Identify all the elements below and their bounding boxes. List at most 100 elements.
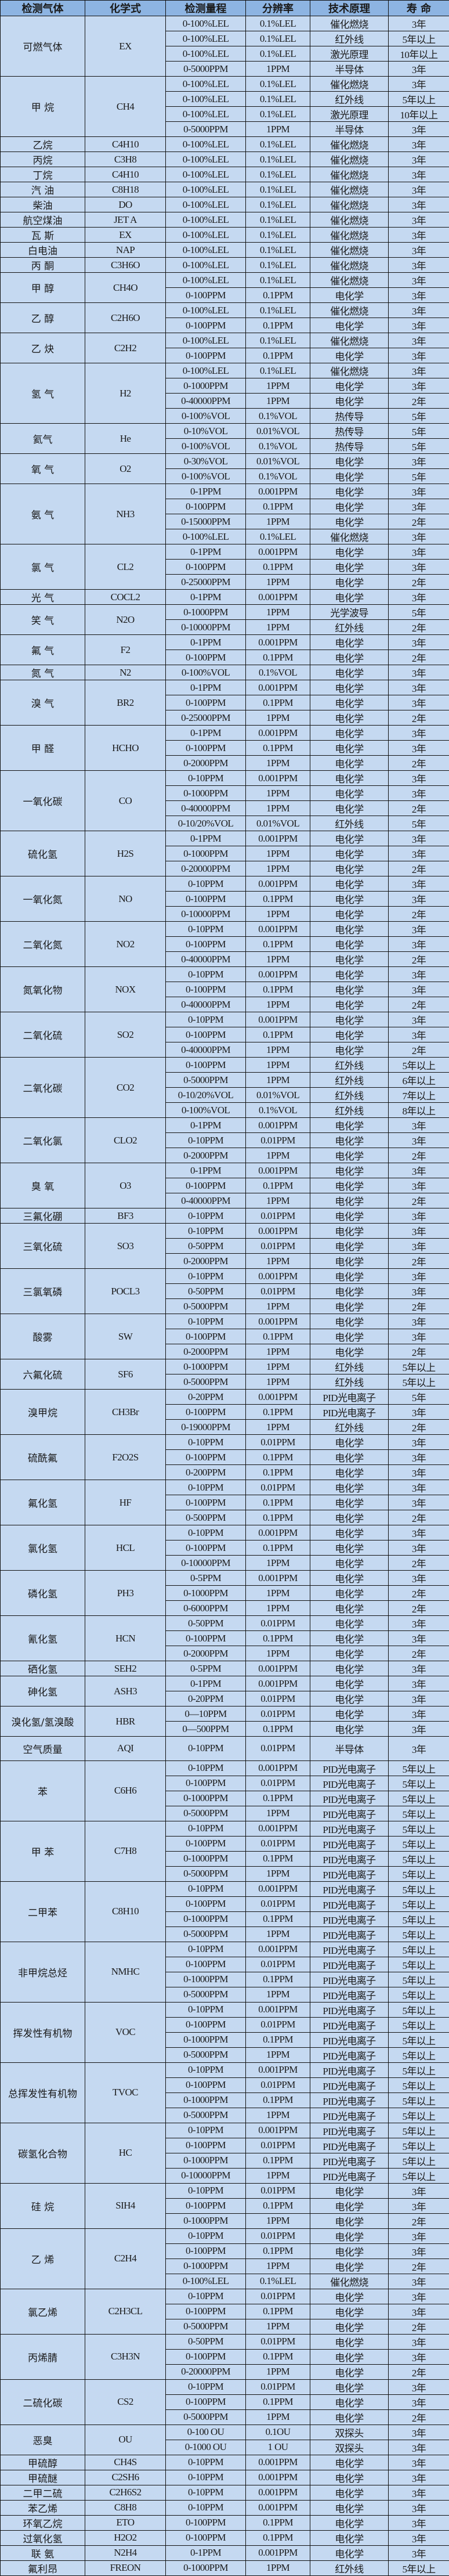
lifespan-cell: 5年以上: [389, 1760, 449, 1776]
technology-cell: 催化燃烧: [310, 273, 389, 288]
range-cell: 0-10PPM: [166, 1480, 246, 1495]
range-cell: 0-5000PPM: [166, 2319, 246, 2334]
resolution-cell: 0.001PPM: [246, 726, 310, 741]
lifespan-cell: 3年: [389, 1284, 449, 1299]
technology-cell: 电化学: [310, 2545, 389, 2560]
resolution-cell: 1PPM: [246, 605, 310, 620]
lifespan-cell: 3年: [389, 318, 449, 333]
lifespan-cell: 3年: [389, 1706, 449, 1722]
technology-cell: 电化学: [310, 922, 389, 937]
lifespan-cell: 2年: [389, 907, 449, 922]
technology-cell: PID光电离子: [310, 2123, 389, 2138]
range-cell: 0-5000PPM: [166, 2047, 246, 2062]
range-cell: 0-40000PPM: [166, 1042, 246, 1058]
range-cell: 0-19000PPM: [166, 1420, 246, 1435]
resolution-cell: 0.01%VOL: [246, 816, 310, 831]
range-cell: 0-40000PPM: [166, 801, 246, 816]
resolution-cell: 0.01%VOL: [246, 1088, 310, 1103]
resolution-cell: 0.1PPM: [246, 1851, 310, 1866]
formula-cell: ASH3: [85, 1676, 166, 1706]
lifespan-cell: 3年: [389, 258, 449, 273]
resolution-cell: 0.001PPM: [246, 1224, 310, 1239]
technology-cell: 电化学: [310, 952, 389, 967]
technology-cell: 电化学: [310, 2334, 389, 2349]
lifespan-cell: 3年: [389, 937, 449, 952]
lifespan-cell: 5年以上: [389, 1776, 449, 1791]
resolution-cell: 1PPM: [246, 1987, 310, 2002]
range-cell: 0-1000PPM: [166, 786, 246, 801]
formula-cell: SO3: [85, 1224, 166, 1269]
technology-cell: 催化燃烧: [310, 152, 389, 167]
resolution-cell: 0.1PPM: [246, 348, 310, 363]
gas-name-cell: 氯 气: [1, 544, 85, 590]
lifespan-cell: 3年: [389, 726, 449, 741]
technology-cell: PID光电离子: [310, 2077, 389, 2092]
range-cell: 0-10PPM: [166, 2002, 246, 2017]
technology-cell: 电化学: [310, 680, 389, 695]
gas-name-cell: 溴 气: [1, 680, 85, 726]
lifespan-cell: 5年以上: [389, 2062, 449, 2077]
resolution-cell: 1PPM: [246, 1299, 310, 1314]
technology-cell: 红外线: [310, 816, 389, 831]
range-cell: 0-10PPM: [166, 2485, 246, 2500]
gas-name-cell: 汽 油: [1, 182, 85, 197]
header-formula: 化学式: [85, 1, 166, 16]
resolution-cell: 0.01PPM: [246, 2334, 310, 2349]
formula-cell: EX: [85, 228, 166, 243]
technology-cell: PID光电离子: [310, 2138, 389, 2153]
lifespan-cell: 3年: [389, 2440, 449, 2455]
resolution-cell: 1PPM: [246, 2258, 310, 2274]
range-cell: 0-1PPM: [166, 1163, 246, 1178]
resolution-cell: 0.1PPM: [246, 1329, 310, 1344]
lifespan-cell: 3年: [389, 363, 449, 378]
technology-cell: PID光电离子: [310, 1390, 389, 1405]
range-cell: 0-1000PPM: [166, 1359, 246, 1374]
lifespan-cell: 3年: [389, 665, 449, 680]
lifespan-cell: 2年: [389, 1299, 449, 1314]
lifespan-cell: 3年: [389, 1027, 449, 1042]
resolution-cell: 0.1%LEL: [246, 333, 310, 348]
technology-cell: 电化学: [310, 1224, 389, 1239]
range-cell: 0-100%LEL: [166, 92, 246, 107]
formula-cell: ETO: [85, 2515, 166, 2530]
range-cell: 0-100%VOL: [166, 665, 246, 680]
lifespan-cell: 3年: [389, 1631, 449, 1646]
resolution-cell: 0.1%VOL: [246, 409, 310, 424]
formula-cell: C2SH6: [85, 2470, 166, 2485]
resolution-cell: 0.1%LEL: [246, 31, 310, 46]
range-cell: 0-100PPM: [166, 2243, 246, 2258]
resolution-cell: 0.1PPM: [246, 1027, 310, 1042]
technology-cell: PID光电离子: [310, 1987, 389, 2002]
resolution-cell: 1PPM: [246, 1193, 310, 1208]
lifespan-cell: 3年: [389, 967, 449, 982]
range-cell: 0-100%VOL: [166, 439, 246, 454]
range-cell: 0-1000PPM: [166, 2092, 246, 2108]
range-cell: 0-100%LEL: [166, 16, 246, 31]
lifespan-cell: 2年: [389, 2319, 449, 2334]
range-cell: 0-100PPM: [166, 1058, 246, 1073]
range-cell: 0-50PPM: [166, 1616, 246, 1631]
range-cell: 0-100PPM: [166, 288, 246, 303]
lifespan-cell: 3年: [389, 2470, 449, 2485]
lifespan-cell: 2年: [389, 1586, 449, 1601]
lifespan-cell: 5年: [389, 816, 449, 831]
resolution-cell: 0.001PPM: [246, 635, 310, 650]
gas-name-cell: 空气质量: [1, 1737, 85, 1761]
technology-cell: PID光电离子: [310, 2047, 389, 2062]
lifespan-cell: 2年: [389, 1254, 449, 1269]
technology-cell: 热传导: [310, 424, 389, 439]
range-cell: 0-10PPM: [166, 2500, 246, 2515]
lifespan-cell: 5年: [389, 424, 449, 439]
technology-cell: 电化学: [310, 1646, 389, 1661]
resolution-cell: 0.001PPM: [246, 2123, 310, 2138]
range-cell: 0-500PPM: [166, 1510, 246, 1525]
gas-name-cell: 笑 气: [1, 605, 85, 635]
resolution-cell: 1PPM: [246, 2364, 310, 2379]
range-cell: 0-100%LEL: [166, 2274, 246, 2289]
